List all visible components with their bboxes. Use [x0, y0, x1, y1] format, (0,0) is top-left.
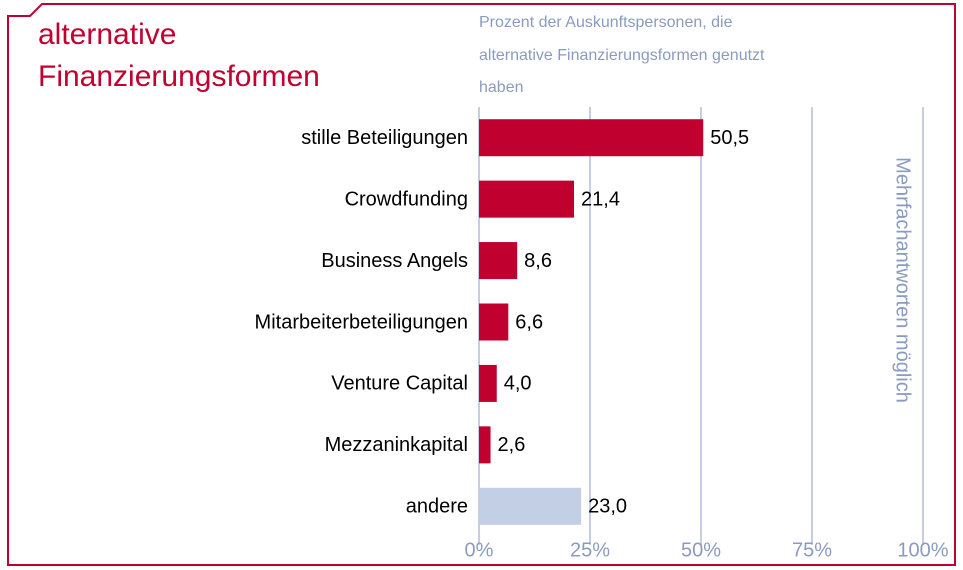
y-tick-label: Venture Capital — [331, 373, 468, 395]
subtitle: haben — [479, 79, 524, 96]
value-label: 8,6 — [524, 250, 552, 272]
bar — [479, 364, 497, 402]
chart-title: Finanzierungsformen — [38, 60, 320, 93]
y-tick-label: Mezzaninkapital — [325, 434, 468, 456]
value-label: 23,0 — [588, 496, 627, 518]
chart-title: alternative — [38, 18, 176, 51]
value-label: 2,6 — [498, 434, 526, 456]
value-label: 4,0 — [504, 373, 532, 395]
y-tick-label: andere — [406, 496, 468, 518]
y-tick-label: stille Beteiligungen — [301, 127, 468, 149]
value-label: 50,5 — [710, 127, 749, 149]
value-label: 6,6 — [515, 311, 543, 333]
x-tick-label: 75% — [792, 539, 832, 561]
x-tick-label: 0% — [465, 539, 494, 561]
frame — [7, 3, 956, 566]
bar — [479, 242, 518, 280]
bar — [479, 180, 575, 218]
x-tick-label: 50% — [681, 539, 721, 561]
y-tick-label: Crowdfunding — [345, 188, 468, 210]
bar — [479, 119, 704, 157]
subtitle: alternative Finanzierungsformen genutzt — [479, 47, 765, 64]
bar — [479, 426, 491, 464]
y-tick-label: Business Angels — [321, 250, 468, 272]
annotation: Mehrfachantworten möglich — [892, 157, 914, 403]
bar — [479, 487, 582, 525]
x-tick-label: 25% — [570, 539, 610, 561]
subtitle: Prozent der Auskunftspersonen, die — [479, 14, 733, 31]
x-tick-label: 100% — [897, 539, 948, 561]
y-tick-label: Mitarbeiterbeteiligungen — [255, 311, 468, 333]
bar — [479, 303, 509, 341]
value-label: 21,4 — [581, 188, 620, 210]
